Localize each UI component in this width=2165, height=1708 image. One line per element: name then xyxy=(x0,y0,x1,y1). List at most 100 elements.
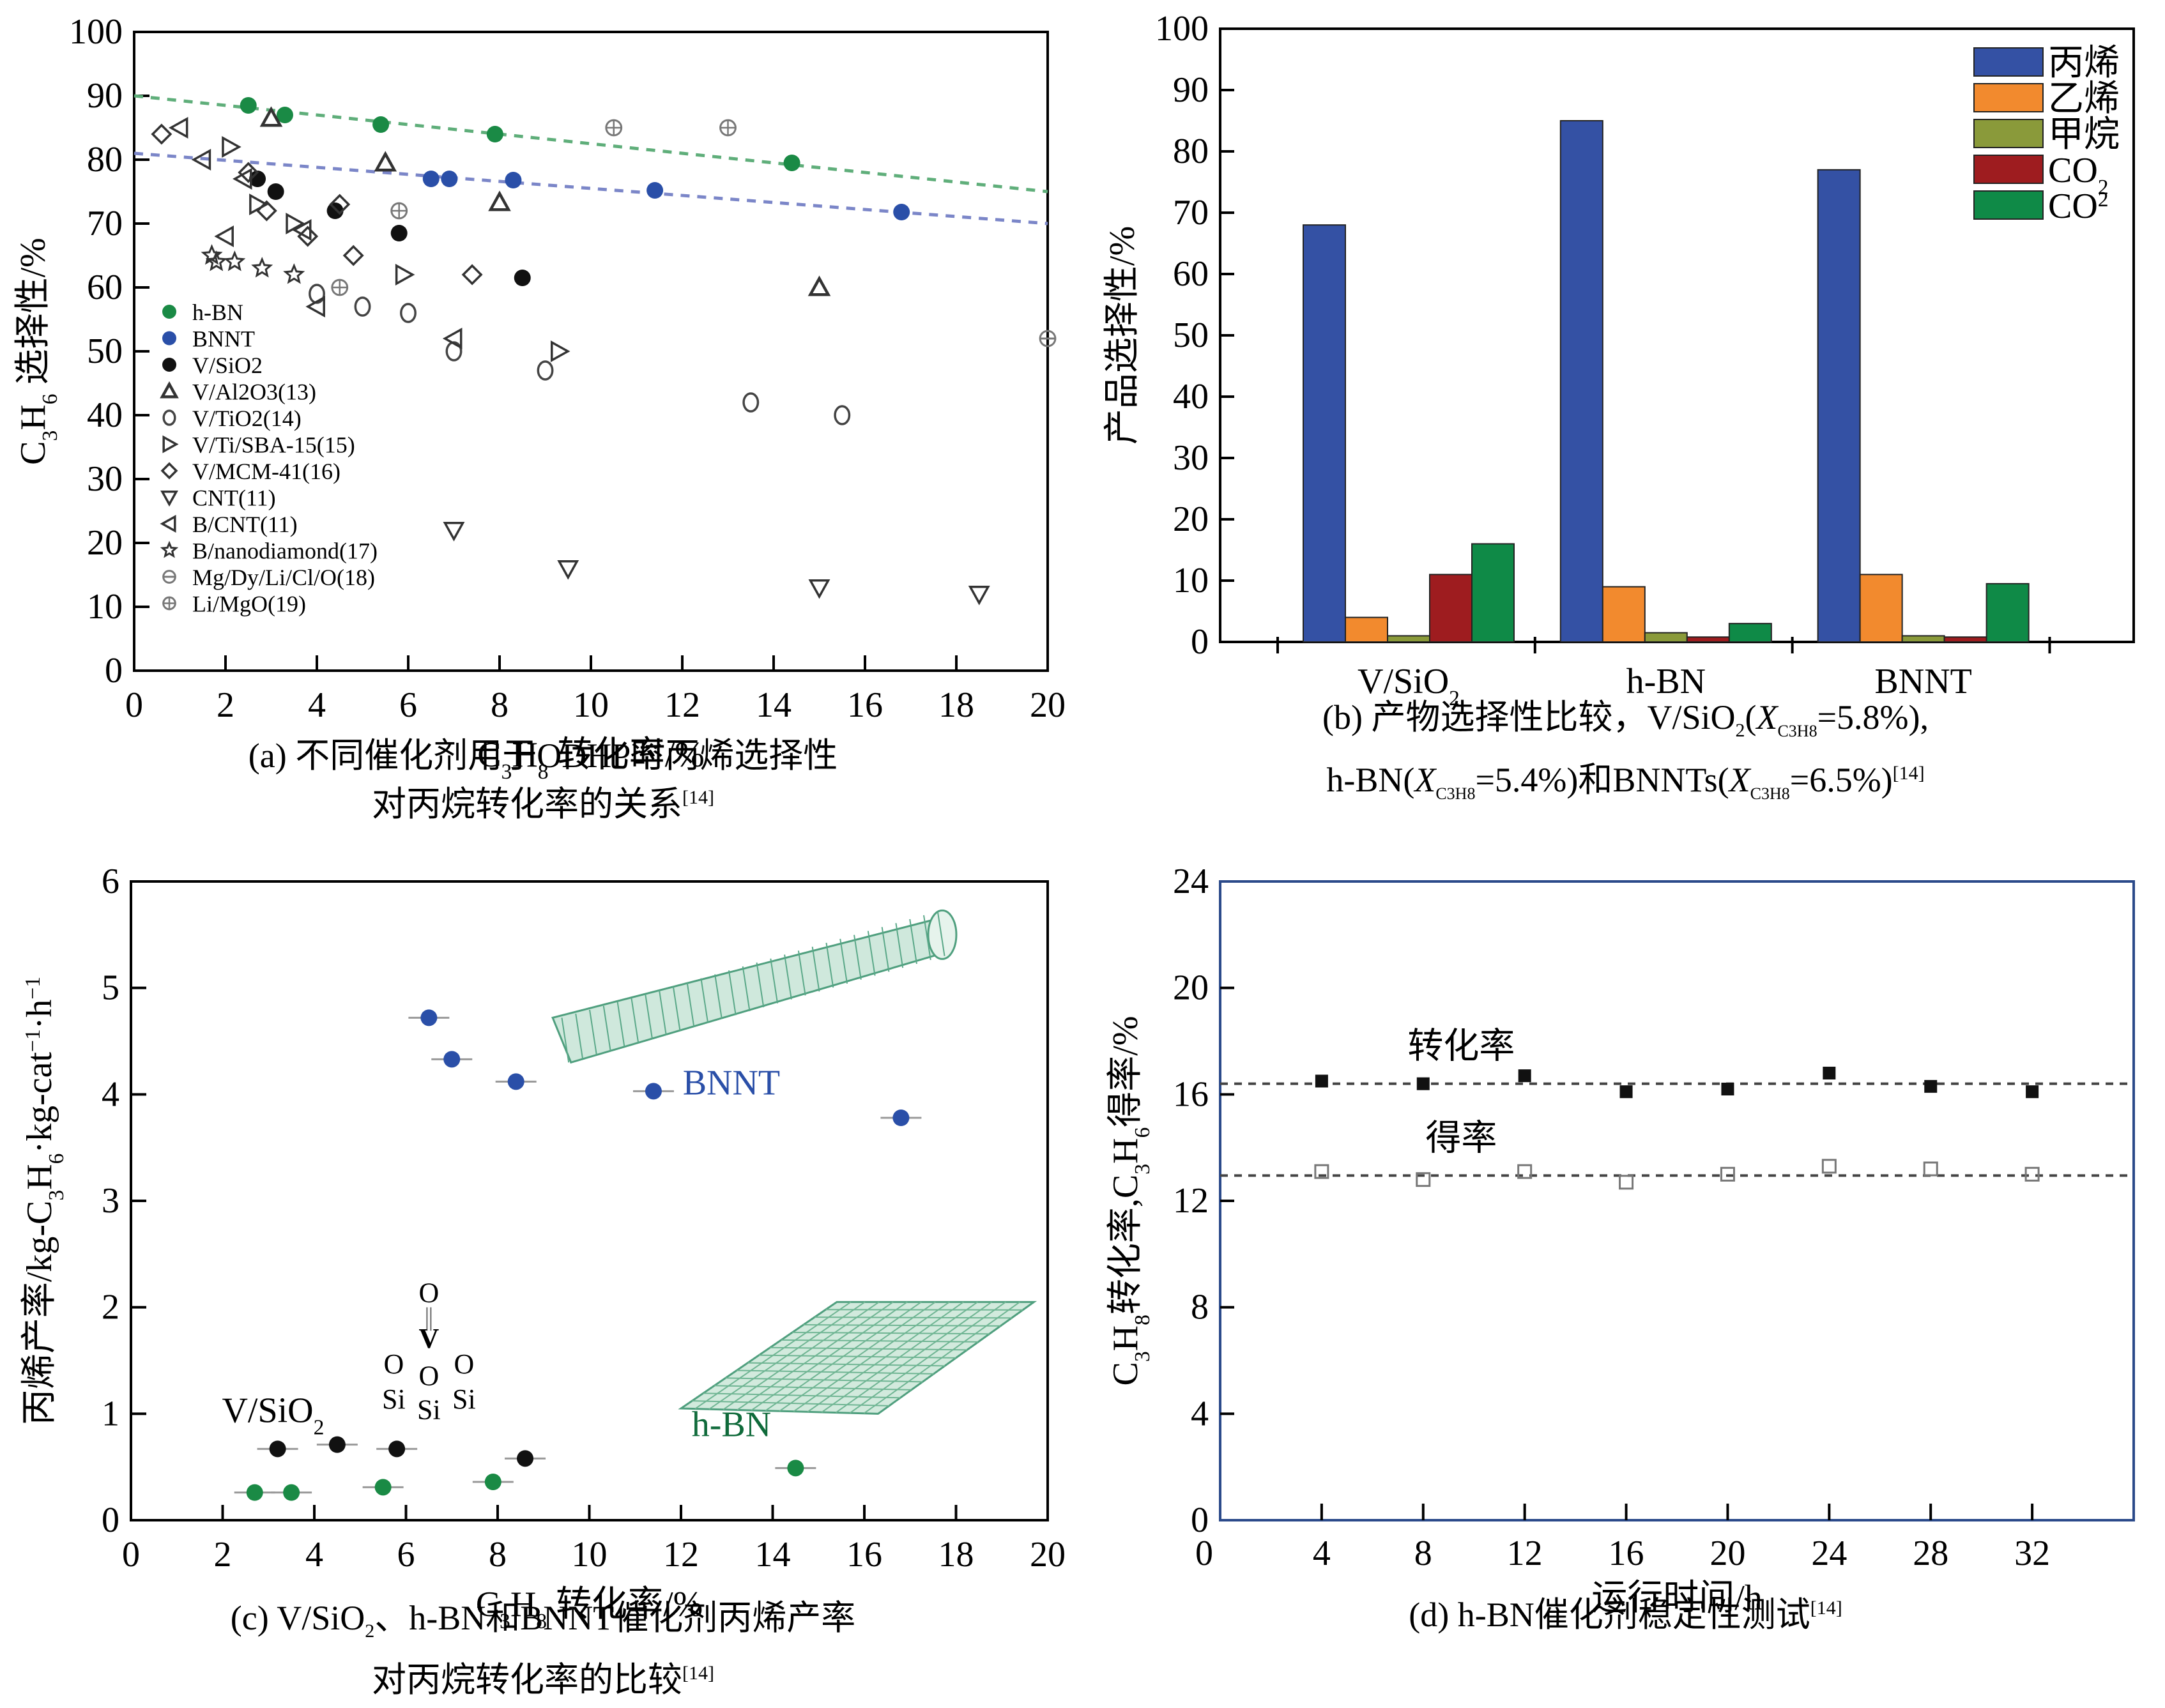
point-v-sio2-1 xyxy=(328,1436,346,1453)
chart-d-panel: 0 4 8 12 16 20 24 0 4 8 12 16 20 24 28 32 转化率 得率 运行时间/h C3H… xyxy=(1086,843,2165,1708)
point-bnnt-3-shape xyxy=(646,182,664,199)
point-v-mcm-41-16--0 xyxy=(151,123,172,145)
chart-b-caption-x2: X xyxy=(1414,760,1436,799)
chart-b-caption-sub: 2 xyxy=(1735,719,1745,741)
chart-c-caption-sub: 2 xyxy=(365,1620,375,1642)
bnnt-tube-ring xyxy=(616,1002,625,1047)
chart-d-caption-text: (d) h-BN催化剂稳定性测试 xyxy=(1409,1596,1810,1634)
x-tick-label-2: 4 xyxy=(308,685,326,725)
y-tick-label-0: 0 xyxy=(1191,622,1209,662)
hbn-sheet-line xyxy=(835,1301,992,1414)
point-series1-7-shape xyxy=(2024,1166,2040,1182)
point-v-mcm-41-16--5 xyxy=(342,245,364,266)
x-axis-title-part: 3 xyxy=(500,1610,510,1633)
y-tick-label-1: 10 xyxy=(87,587,123,627)
legend-marker-5-shape xyxy=(162,435,179,454)
hbn-sheet-line xyxy=(825,1309,1023,1311)
y-tick-label-8: 80 xyxy=(87,140,123,179)
y-tick-label-3: 12 xyxy=(1173,1181,1209,1221)
legend-label-8: B/CNT(11) xyxy=(192,512,298,537)
y-tick-label-3: 30 xyxy=(1173,438,1209,478)
y-tick-label-6: 6 xyxy=(102,862,119,901)
legend-label-1: BNNT xyxy=(192,326,255,352)
legend-label-2: V/SiO2 xyxy=(192,353,263,378)
point-series1-0-shape xyxy=(1314,1164,1329,1179)
chart-b-caption-value1: =5.8%), xyxy=(1817,698,1929,736)
legend-marker-7-shape xyxy=(160,490,178,507)
legend-swatch-4 xyxy=(1973,190,2044,220)
legend-label-0-part: 丙烯 xyxy=(2048,43,2120,83)
point-bnnt-2 xyxy=(505,172,522,188)
point-v-sio2-3-shape xyxy=(390,225,408,241)
legend-marker-1-shape xyxy=(162,331,176,346)
point-v-ti-sba-15-15--3-shape xyxy=(395,264,415,286)
point-series0-6 xyxy=(1924,1079,1938,1093)
point-bnnt-1 xyxy=(443,1051,461,1068)
legend-label-10-part: Mg/Dy/Li/Cl/O(18) xyxy=(192,565,375,590)
legend-label-7-part: CNT(11) xyxy=(192,485,276,511)
x-category-label-0-part: V/SiO xyxy=(1358,662,1449,701)
bar-VSiO2-2 xyxy=(1387,635,1430,643)
point-b-cnt-11--4 xyxy=(291,219,312,241)
legend-label-9: B/nanodiamond(17) xyxy=(192,538,378,564)
y-tick-label-6: 60 xyxy=(1173,254,1209,294)
x-category-label-1-part: h-BN xyxy=(1626,662,1706,701)
point-series1-1-shape xyxy=(1416,1172,1431,1187)
trend-line-1 xyxy=(134,151,1048,225)
legend-marker-7 xyxy=(160,490,178,507)
structure-si-mid: Si xyxy=(417,1394,441,1426)
y-tick-label-5: 5 xyxy=(102,968,119,1008)
y-tick-label-9: 90 xyxy=(87,76,123,116)
point-series0-1 xyxy=(1416,1077,1430,1090)
chart-b-caption-hbn: h-BN( xyxy=(1326,760,1415,799)
chart-c-caption: (c) V/SiO2、h-BN和BNNT催化剂丙烯产率 对丙烷转化率的比较[14… xyxy=(0,1597,1086,1701)
point-b-cnt-11--6 xyxy=(442,328,463,349)
y-axis-title-part: ·h xyxy=(20,1000,59,1030)
x-axis-title-part: 8 xyxy=(536,1610,547,1633)
legend-marker-5 xyxy=(162,435,179,454)
point-bnnt-4 xyxy=(893,204,910,220)
bnnt-tube-ring xyxy=(700,978,709,1023)
legend-marker-10 xyxy=(162,570,176,584)
bnnt-tube-ring xyxy=(728,970,737,1016)
y-tick-label-7: 70 xyxy=(87,204,123,243)
point-bnnt-4-shape xyxy=(893,204,910,220)
point-h-bn-0-shape xyxy=(240,97,257,114)
x-tick-label-5: 10 xyxy=(573,685,609,725)
legend-label-2-part: 甲烷 xyxy=(2048,115,2120,155)
hbn-sheet-line xyxy=(793,1301,950,1412)
point-series0-5-shape xyxy=(1823,1067,1836,1079)
x-tick-label-4: 8 xyxy=(491,685,509,725)
legend-label-1: 乙烯 xyxy=(2048,79,2120,119)
x-tick-label-8: 16 xyxy=(847,685,883,725)
bar-hBN-3 xyxy=(1686,636,1730,643)
point-v-mcm-41-16--4-shape xyxy=(329,194,351,215)
chart-b-caption-xsub: C3H8 xyxy=(1777,721,1817,740)
x-category-label-0: V/SiO2 xyxy=(1358,662,1460,710)
point-b-cnt-11--5 xyxy=(305,296,325,317)
point-b-nanodiamond-17--4-shape xyxy=(283,263,305,284)
bnnt-tube-ring xyxy=(784,954,792,1000)
y-axis-title-part: 转化率,C xyxy=(1106,1175,1145,1315)
bar-BNNT-3 xyxy=(1943,636,1987,643)
legend-label-5: V/Ti/SBA-15(15) xyxy=(192,432,355,458)
point-b-cnt-11--0-shape xyxy=(168,117,188,139)
bnnt-tube-ring xyxy=(602,1005,611,1051)
y-tick-label-5: 20 xyxy=(1173,968,1209,1008)
legend-label-0: 丙烯 xyxy=(2048,43,2120,83)
bnnt-tube-ring xyxy=(742,966,751,1012)
point-series1-4-shape xyxy=(1720,1166,1735,1182)
x-tick-label-8: 32 xyxy=(2014,1534,2050,1573)
bnnt-tube-ring xyxy=(909,919,917,965)
point-v-al2o3-13--0-shape xyxy=(259,106,283,127)
point-series0-2-shape xyxy=(1518,1069,1531,1083)
bnnt-tube-ring xyxy=(825,942,834,988)
y-tick-label-9: 90 xyxy=(1173,70,1209,110)
legend-marker-8-shape xyxy=(160,515,176,533)
x-tick-label-3: 12 xyxy=(1507,1534,1543,1573)
y-axis-title-part: 得率/% xyxy=(1106,1016,1145,1127)
y-axis-title-part: 选择性/% xyxy=(13,238,53,393)
y-axis-title: 产品选择性/% xyxy=(1103,226,1142,445)
